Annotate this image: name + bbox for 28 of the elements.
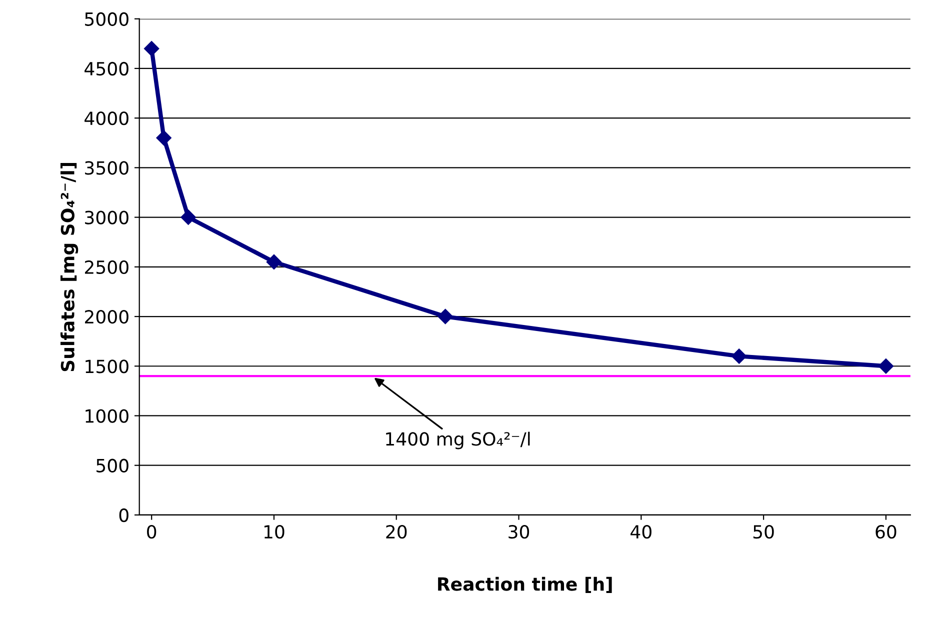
y-tick-label: 2500 [85, 260, 128, 274]
y-tick-label: 1000 [86, 409, 128, 423]
point [438, 308, 453, 324]
point [266, 254, 282, 270]
y-axis-title: Sulfates [mg SO₄²⁻/l] [60, 162, 78, 372]
y-tick-label: 3500 [85, 161, 128, 175]
point [732, 348, 747, 364]
y-tick-label: 3000 [85, 210, 128, 224]
point [156, 130, 172, 146]
point [180, 210, 196, 225]
annotation: 1400 mg SO₄²⁻/l [386, 432, 530, 450]
y-tick-label: 5000 [85, 12, 128, 26]
y-tick-label: 2000 [85, 310, 128, 324]
y-tick-label: 4000 [84, 112, 128, 126]
x-tick-label: 20 [386, 525, 407, 539]
y-tick-label: 1500 [86, 360, 128, 374]
x-tick-label: 40 [630, 525, 652, 539]
x-tick-label: 10 [264, 525, 284, 539]
y-tick-label: 0 [119, 508, 128, 522]
x-tick-label: 0 [147, 525, 156, 539]
y-tick-label: 4500 [84, 62, 128, 76]
point [878, 358, 894, 374]
point [144, 41, 160, 56]
x-tick-label: 30 [508, 525, 530, 539]
y-tick-label: 500 [96, 458, 128, 472]
x-tick-label: 60 [876, 525, 896, 539]
x-axis-title: Reaction time [h] [438, 576, 612, 593]
x-tick-label: 50 [753, 525, 774, 539]
